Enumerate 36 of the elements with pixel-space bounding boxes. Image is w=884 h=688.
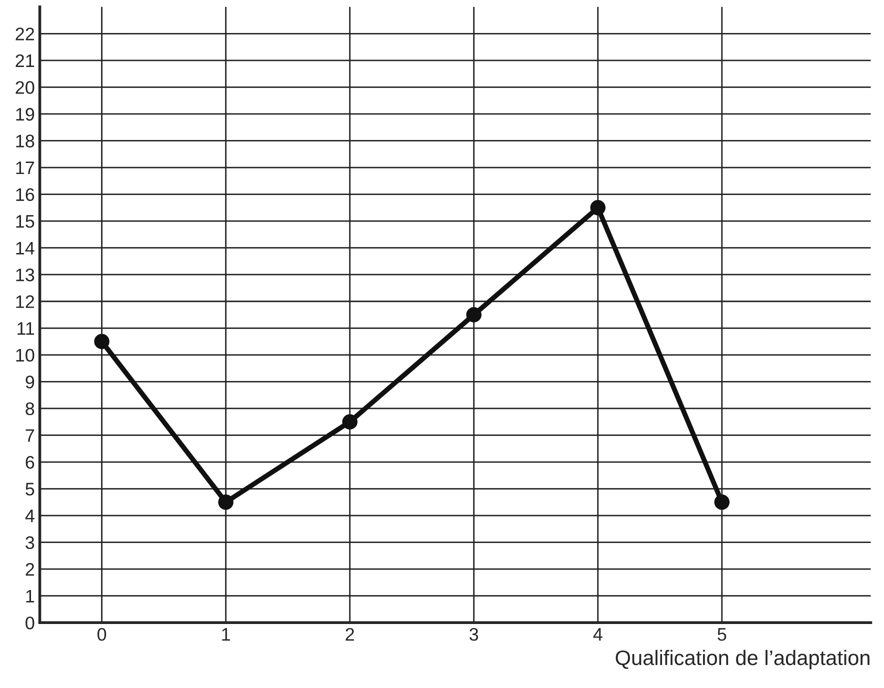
y-tick-label: 3 bbox=[26, 536, 34, 550]
x-tick-label: 4 bbox=[593, 628, 602, 641]
y-tick-label: 22 bbox=[16, 28, 34, 40]
y-tick-label: 2 bbox=[26, 563, 34, 576]
y-tick-label: 17 bbox=[16, 162, 34, 174]
x-tick-label: 2 bbox=[346, 628, 354, 641]
y-tick-label: 13 bbox=[16, 268, 34, 282]
y-tick-label: 10 bbox=[16, 348, 34, 362]
y-tick-label: 16 bbox=[16, 188, 34, 202]
y-tick-label: 6 bbox=[26, 456, 34, 469]
y-tick-label: 18 bbox=[16, 134, 34, 148]
y-tick-label: 19 bbox=[16, 108, 34, 121]
y-tick-label: 12 bbox=[16, 295, 34, 308]
y-tick-label: 14 bbox=[16, 242, 34, 254]
point bbox=[94, 334, 110, 350]
y-tick-label: 8 bbox=[26, 402, 34, 416]
x-tick-label: 1 bbox=[222, 628, 230, 641]
point bbox=[590, 200, 606, 216]
x-tick-label: 3 bbox=[470, 628, 478, 641]
y-tick-label: 21 bbox=[16, 54, 34, 67]
x-axis-title: Qualification de l’adaptation bbox=[616, 650, 870, 670]
x-tick-label: 5 bbox=[718, 628, 726, 641]
point bbox=[218, 494, 234, 510]
y-tick-label: 4 bbox=[25, 510, 34, 522]
x-tick-label: 0 bbox=[97, 628, 106, 641]
y-tick-label: 1 bbox=[26, 590, 34, 602]
y-tick-label: 5 bbox=[26, 482, 34, 496]
y-tick-label: 9 bbox=[26, 376, 34, 388]
y-tick-label: 7 bbox=[26, 429, 34, 442]
y-tick-label: 11 bbox=[18, 322, 34, 335]
point bbox=[342, 414, 358, 430]
y-tick-label: 0 bbox=[26, 616, 34, 630]
y-tick-label: 20 bbox=[16, 81, 34, 94]
point bbox=[466, 307, 482, 322]
point bbox=[714, 494, 730, 510]
y-tick-label: 15 bbox=[16, 215, 34, 228]
